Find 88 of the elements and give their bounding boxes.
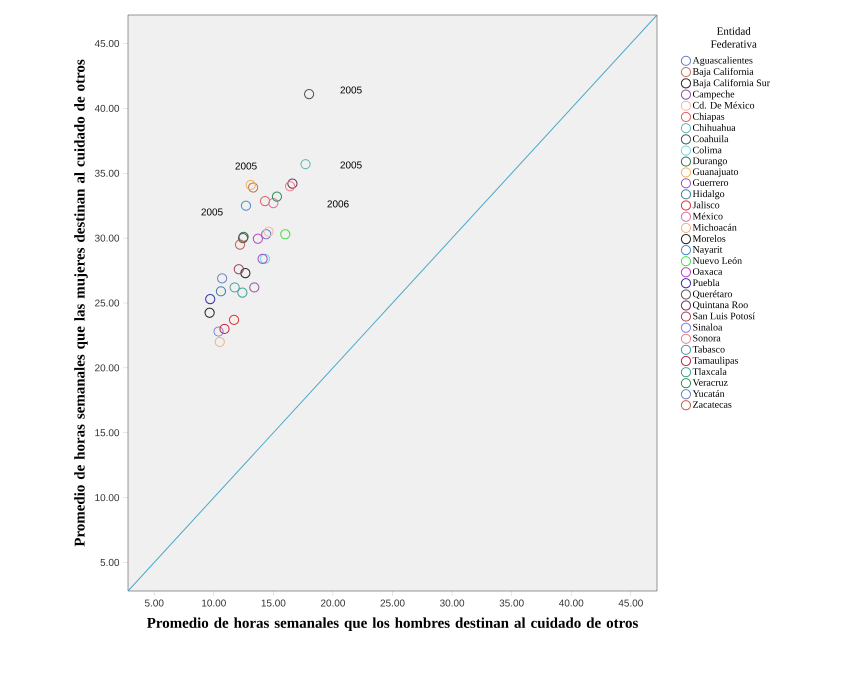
annotation: 2005	[235, 162, 257, 170]
point	[304, 89, 314, 100]
point	[234, 264, 244, 274]
y-tick-label: 35.00	[94, 170, 120, 177]
x-tick-label: 40.00	[558, 600, 584, 607]
legend-label: Zacatecas	[693, 401, 732, 408]
x-tick-label: 20.00	[320, 600, 346, 607]
point	[248, 182, 258, 193]
legend-label: Baja California	[692, 68, 754, 77]
legend-label: Jalisco	[692, 201, 720, 208]
x-tick-label: 35.00	[500, 600, 524, 607]
y-tick-label: 40.00	[94, 104, 120, 112]
legend-label: Chiapas	[692, 112, 724, 122]
legend-label: México	[692, 212, 723, 220]
legend-label: Michoacán	[692, 224, 737, 231]
legend-label: Querétaro	[692, 290, 732, 299]
legend-label: Colima	[692, 146, 722, 154]
point	[205, 294, 216, 304]
point	[258, 254, 268, 264]
legend-label: Puebla	[692, 279, 720, 286]
point	[234, 240, 246, 250]
legend-label: Baja California Sur	[692, 79, 770, 88]
y-tick-label: 45.00	[94, 40, 120, 48]
point	[261, 229, 272, 240]
legend-label: Chihuahua	[692, 124, 736, 132]
legend-label: Durango	[692, 158, 728, 166]
annotation: 2005	[340, 86, 362, 94]
y-tick-label: 20.00	[95, 364, 120, 372]
legend-label: Morelos	[692, 234, 726, 242]
point	[260, 196, 270, 206]
point	[230, 282, 240, 293]
x-tick-label: 30.00	[440, 600, 464, 607]
legend-label: Cd. De México	[692, 102, 754, 109]
point	[284, 181, 296, 192]
y-tick-label: 30.00	[94, 234, 120, 242]
point	[249, 282, 260, 293]
legend-label: Coahuila	[692, 135, 728, 142]
point	[287, 178, 298, 189]
legend-label: Nayarit	[692, 246, 722, 255]
point	[252, 234, 263, 244]
point	[268, 198, 278, 208]
legend-label: Sinaloa	[693, 324, 722, 331]
y-tick-label: 25.00	[95, 299, 120, 307]
point	[237, 288, 248, 298]
legend-label: Guanajuato	[692, 168, 738, 178]
point	[217, 273, 228, 284]
annotation: 2005	[201, 208, 223, 216]
point	[228, 314, 240, 325]
y-tick-label: 5.00	[100, 558, 120, 566]
legend-label: Quintana Roo	[692, 301, 748, 310]
x-tick-label: 5.00	[144, 600, 164, 607]
y-tick-label: 10.00	[95, 494, 120, 502]
legend-label: Guerrero	[692, 179, 728, 186]
x-tick-label: 25.00	[380, 600, 405, 607]
legend-label: Sonora	[693, 334, 721, 342]
legend-label: San Luis Potosí	[693, 312, 755, 320]
annotation: 2005	[340, 161, 362, 169]
point	[213, 326, 224, 337]
point	[246, 180, 256, 190]
legend-label: Tlaxcala	[692, 368, 727, 376]
legend-label: Tabasco	[692, 346, 725, 353]
legend-label: Yucatán	[692, 390, 724, 398]
x-tick-label: 45.00	[618, 600, 643, 607]
legend-label: Campeche	[692, 90, 734, 100]
legend-label: Oaxaca	[692, 268, 722, 275]
y-tick-label: 15.00	[95, 429, 120, 436]
legend-label: Tamaulipas	[692, 356, 738, 366]
legend-title: Entidad Federativa	[710, 27, 757, 48]
legend-label: Nuevo León	[692, 256, 742, 264]
point	[260, 254, 270, 264]
y-axis-title: Promedio de horas semanales que las mujeres destinan al cuidado de otros	[74, 60, 88, 546]
x-tick-label: 15.00	[262, 600, 286, 607]
x-axis-title: Promedio de horas semanales que los hombres destinan al cuidado de otros	[146, 617, 638, 631]
point	[214, 336, 225, 348]
point	[300, 159, 311, 170]
x-tick-label: 10.00	[202, 600, 226, 607]
point	[240, 200, 252, 211]
annotation: 2006	[327, 200, 349, 208]
point	[204, 308, 215, 318]
point	[240, 268, 250, 278]
legend-label: Veracruz	[692, 379, 728, 386]
point	[216, 286, 226, 296]
legend-label: Aguascalientes	[692, 56, 752, 66]
point	[272, 192, 282, 202]
point	[219, 324, 230, 334]
point	[280, 229, 290, 240]
point	[263, 226, 274, 237]
legend-label: Hidalgo	[692, 190, 724, 200]
